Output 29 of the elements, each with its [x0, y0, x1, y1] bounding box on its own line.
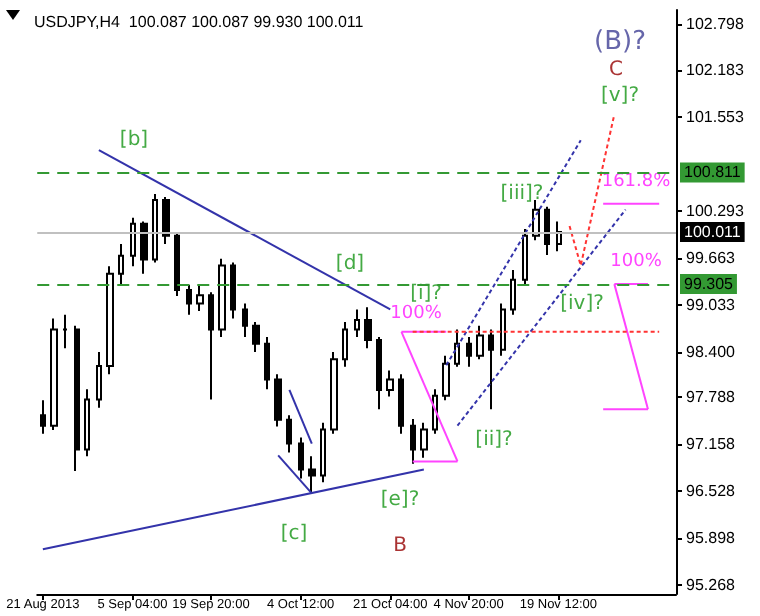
annotation: [e]? [380, 489, 420, 511]
y-tick-label: 96.528 [686, 482, 737, 501]
annotation: [ii]? [475, 429, 513, 451]
ref-line-label: 100.011 [684, 222, 742, 241]
ref-line-label: 100.811 [684, 163, 742, 182]
annotation: [iii]? [500, 183, 544, 205]
y-tick-label: 95.898 [686, 529, 737, 548]
annotation: B [393, 535, 408, 557]
annotation: [d] [335, 253, 365, 275]
y-tick-label: 98.400 [686, 342, 737, 361]
y-tick-label: 99.033 [686, 295, 737, 314]
y-tick-label: 95.268 [686, 576, 737, 595]
y-tick-label: 97.158 [686, 435, 737, 454]
y-tick-label: 102.183 [686, 61, 745, 80]
annotation: 100% [610, 252, 663, 273]
annotation: (B)? [594, 27, 646, 57]
y-tick-label: 100.293 [686, 201, 745, 220]
y-tick-label: 101.553 [686, 108, 745, 127]
annotation: C [609, 59, 624, 81]
y-tick-label: 99.663 [686, 248, 737, 267]
y-tick-label: 97.788 [686, 388, 737, 407]
annotation: [b] [119, 129, 149, 151]
ref-line-label: 99.305 [684, 275, 735, 294]
annotation: [v]? [600, 85, 640, 107]
y-tick-label: 102.798 [686, 15, 745, 34]
chart-title: USDJPY,H4 100.087 100.087 99.930 100.011 [34, 13, 365, 31]
annotation: [c] [280, 523, 308, 545]
annotation: 100% [390, 303, 443, 324]
annotation: [iv]? [560, 292, 604, 315]
